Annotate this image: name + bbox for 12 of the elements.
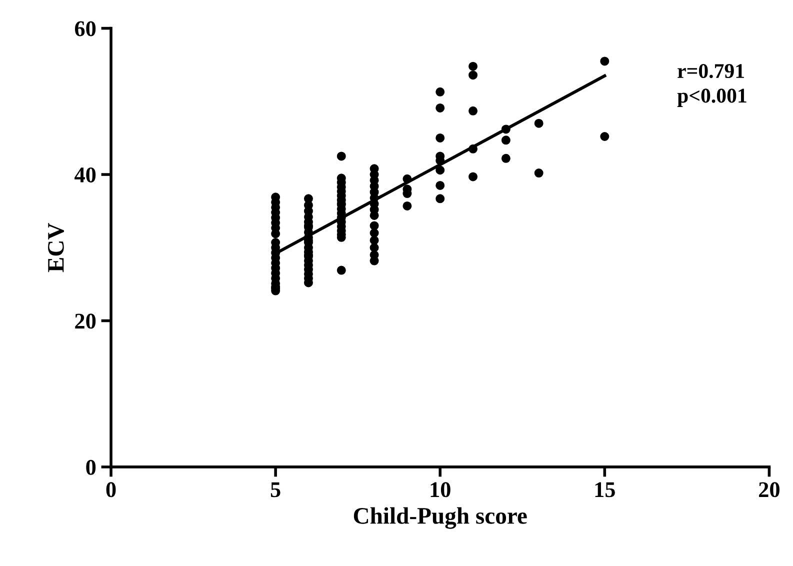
y-tick-label: 20 xyxy=(75,314,96,329)
annotation: r=0.791 p<0.001 xyxy=(677,64,746,107)
y-tick-label: 0 xyxy=(86,460,96,475)
x-tick-label: 10 xyxy=(430,482,450,498)
x-tick-label: 5 xyxy=(270,482,280,498)
x-tick-label: 0 xyxy=(106,482,116,498)
y-tick-label: 40 xyxy=(74,167,96,182)
x-tick-label: 15 xyxy=(595,482,615,498)
x-tick-label: 20 xyxy=(759,482,780,498)
y-tick-label: 60 xyxy=(74,21,96,36)
x-axis-title: Child-Pugh score xyxy=(354,507,527,529)
y-axis-title: ECV xyxy=(48,222,64,272)
